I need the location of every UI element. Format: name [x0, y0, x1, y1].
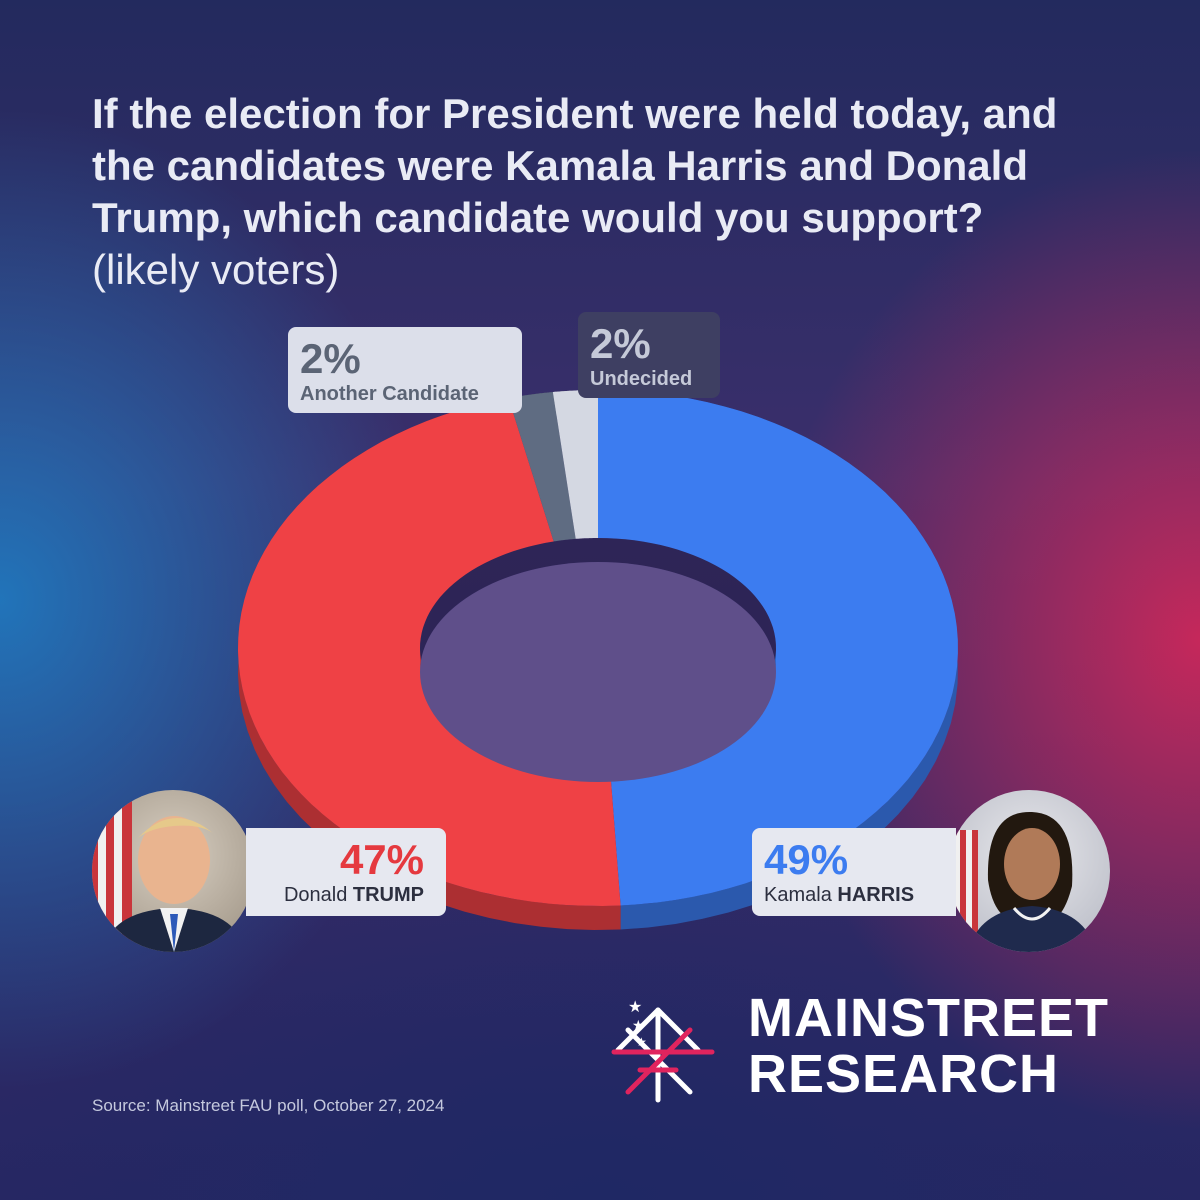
harris-last-name: HARRIS: [837, 884, 915, 906]
undecided-percent: 2%: [590, 320, 651, 367]
trump-first-name: Donald: [283, 884, 348, 906]
donut-hole-wall: [420, 538, 776, 672]
trump-label: Donald TRUMP: [246, 882, 424, 908]
svg-text:★: ★: [632, 1018, 645, 1034]
trump-percent: 47%: [339, 836, 424, 883]
callout-undecided: 2% Undecided: [578, 312, 720, 398]
svg-text:★: ★: [628, 997, 642, 1016]
source-note: Source: Mainstreet FAU poll, October 27,…: [92, 1096, 445, 1115]
chart-title-qualifier: (likely voters): [92, 246, 340, 293]
callout-harris: 49% Kamala HARRIS: [752, 828, 956, 916]
logo-line-2: RESEARCH: [748, 1044, 1060, 1104]
mainstreet-research-logo: ★ ★ ★ MAINSTREET RESEARCH: [598, 990, 1108, 1110]
chart-title-text: If the election for President were held …: [92, 90, 1058, 241]
logo-wordmark: MAINSTREET RESEARCH: [748, 990, 1109, 1102]
another-candidate-label: Another Candidate: [300, 383, 479, 405]
undecided-label: Undecided: [590, 368, 693, 390]
logo-line-1: MAINSTREET: [748, 988, 1109, 1048]
chart-title: If the election for President were held …: [92, 88, 1102, 296]
donut-slice-another-candidate: [508, 392, 576, 542]
donut-hole: [420, 562, 776, 782]
harris-portrait: [948, 790, 1110, 952]
harris-first-name: Kamala: [764, 884, 832, 906]
callout-trump: 47% Donald TRUMP: [246, 828, 446, 916]
donut-slice-harris: [598, 390, 958, 906]
donut-slice-undecided: [552, 390, 598, 539]
donut-slice-trump: [238, 398, 621, 906]
logo-mark-icon: ★ ★ ★: [611, 997, 715, 1103]
trump-portrait: [92, 790, 254, 952]
callout-another-candidate: 2% Another Candidate: [288, 327, 522, 413]
trump-last-name: TRUMP: [352, 884, 424, 906]
another-candidate-percent: 2%: [300, 335, 361, 382]
svg-text:★: ★: [636, 1035, 647, 1049]
harris-percent: 49%: [764, 836, 849, 883]
harris-label: Kamala HARRIS: [764, 882, 942, 908]
